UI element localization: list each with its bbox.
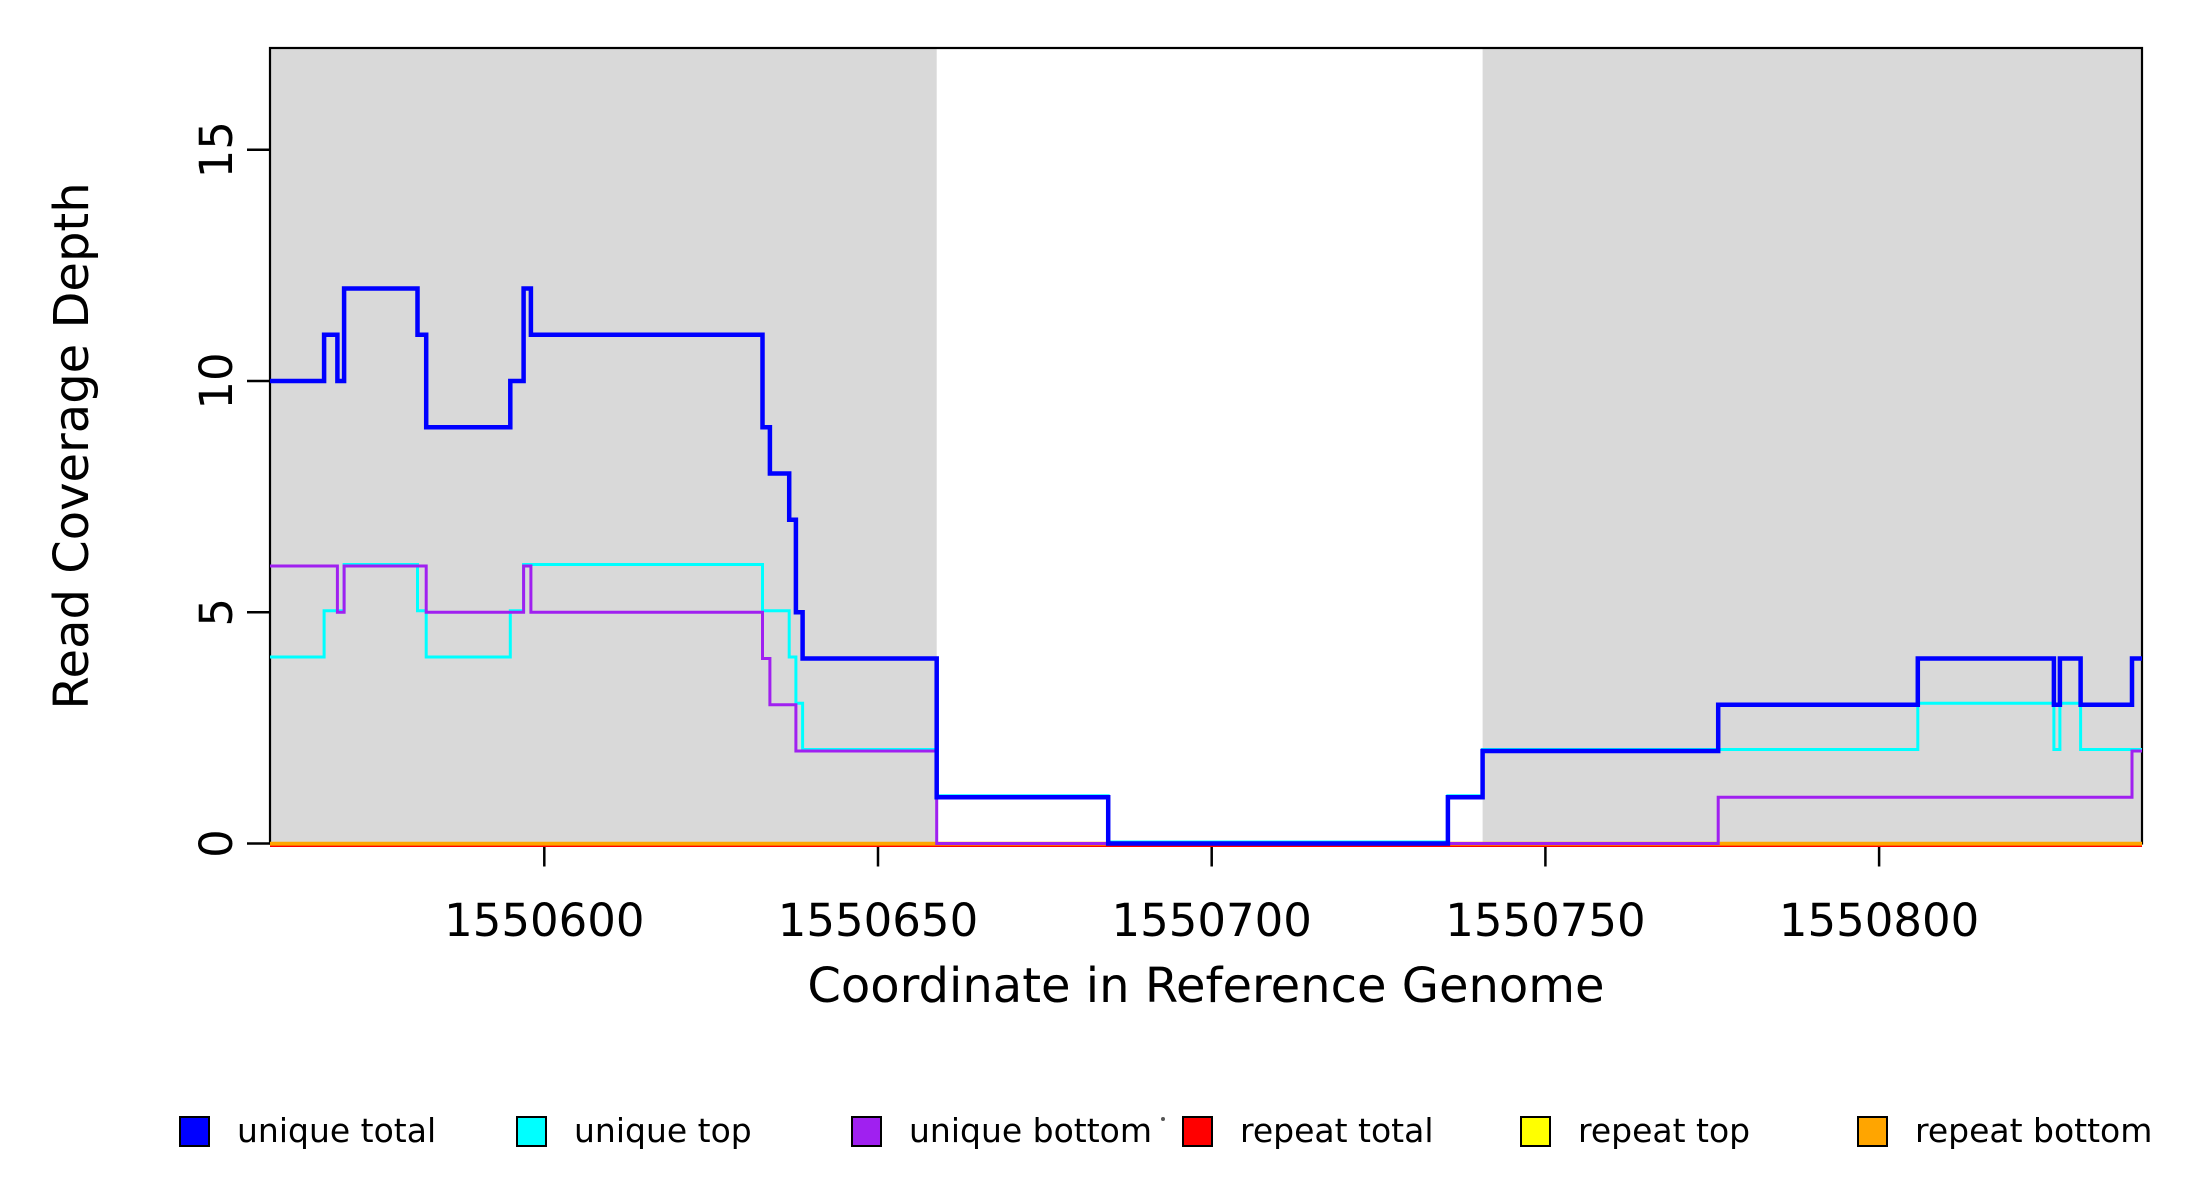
series-line-unique-total (270, 286, 2142, 846)
legend-label: repeat top (1578, 1111, 1750, 1150)
series-line-unique-bottom (270, 564, 2142, 845)
legend-label: repeat bottom (1915, 1111, 2152, 1150)
y-axis-title: Read Coverage Depth (44, 182, 100, 709)
legend-swatch-repeat-top (1520, 1116, 1551, 1147)
legend: unique total unique top unique bottom repea… (179, 1111, 2152, 1150)
y-tick-label: 10 (190, 352, 243, 409)
x-tick-label: 1550650 (778, 894, 978, 947)
legend-swatch-repeat-total (1182, 1116, 1213, 1147)
x-tick-label: 1550800 (1779, 894, 1979, 947)
legend-swatch-unique-bottom (851, 1116, 882, 1147)
highlight-region (1482, 49, 2142, 844)
x-tick-label: 1550750 (1445, 894, 1645, 947)
y-axis: 0 5 10 15 (190, 121, 270, 858)
legend-item-repeat-total: repeat total (1182, 1111, 1434, 1150)
x-axis: 1550600 1550650 1550700 1550750 1550800 (444, 843, 1979, 947)
legend-item-unique-bottom: unique bottom (851, 1111, 1152, 1150)
series-lines (270, 286, 2142, 847)
highlight-regions (270, 49, 2142, 844)
x-axis-title: Coordinate in Reference Genome (807, 958, 1604, 1014)
legend-label: unique bottom (909, 1111, 1152, 1150)
legend-swatch-unique-top (516, 1116, 547, 1147)
legend-item-repeat-bottom: repeat bottom (1857, 1111, 2152, 1150)
legend-swatch-repeat-bottom (1857, 1116, 1888, 1147)
y-tick-label: 5 (190, 598, 243, 627)
series-line-unique-top (270, 563, 2142, 844)
legend-label: unique top (574, 1111, 752, 1150)
legend-label: repeat total (1240, 1111, 1434, 1150)
x-tick-label: 1550600 (444, 894, 644, 947)
legend-item-unique-top: unique top (516, 1111, 752, 1150)
legend-item-repeat-top: repeat top (1520, 1111, 1750, 1150)
y-tick-label: 0 (190, 829, 243, 858)
legend-label: unique total (237, 1111, 436, 1150)
x-tick-label: 1550700 (1111, 894, 1311, 947)
artifact-dot (1161, 1117, 1165, 1121)
highlight-region (270, 49, 937, 844)
y-tick-label: 15 (190, 121, 243, 178)
legend-swatch-unique-total (179, 1116, 210, 1147)
legend-item-unique-total: unique total (179, 1111, 436, 1150)
